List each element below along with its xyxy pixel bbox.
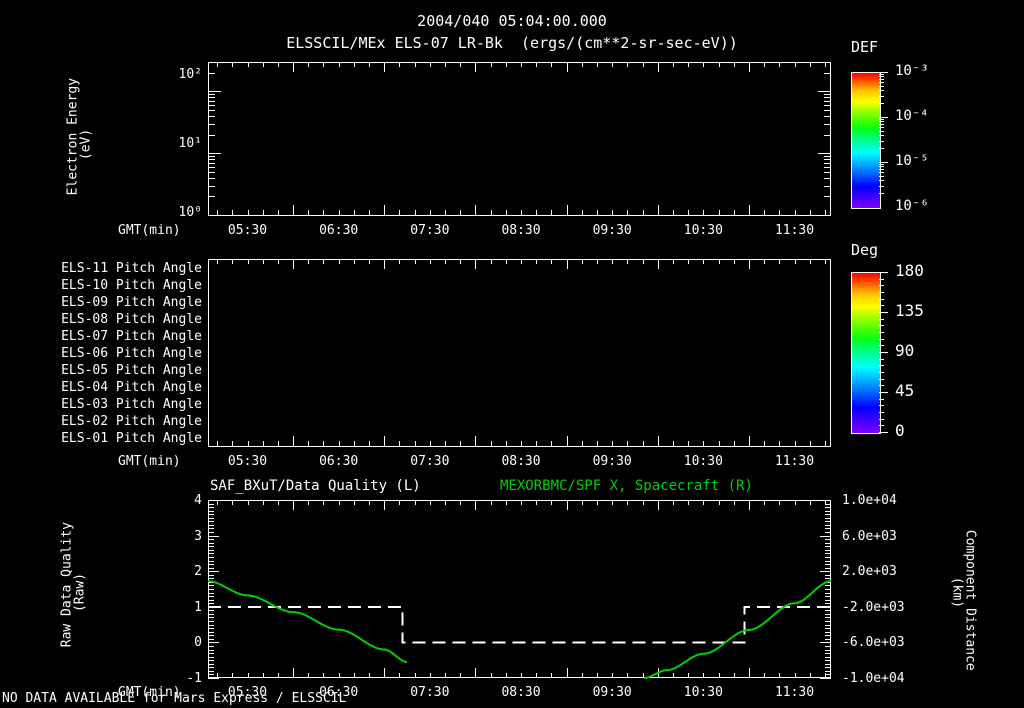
panel3-header-left: SAF_BXuT/Data Quality (L) [210, 478, 421, 494]
panel1-y-axis-title: Electron Energy (eV) [53, 59, 94, 229]
panel-electron-energy-plot[interactable] [208, 62, 831, 216]
panel3-right-y-axis-title-text: Component Distance (km) [949, 529, 978, 671]
colorbar2-title: Deg [851, 241, 879, 259]
panel2-xaxis-title: GMT(min) [118, 454, 181, 469]
panel1-y-axis-title-text: Electron Energy (eV) [65, 77, 94, 196]
xtick-label: 05:30 [227, 223, 268, 238]
xtick-label: 05:30 [227, 454, 268, 469]
colorbar1-tick-label: 10⁻³ [895, 63, 929, 79]
xtick-label: 09:30 [592, 454, 632, 469]
xtick-label: 06:30 [319, 223, 359, 238]
pitch-angle-row-label: ELS-03 Pitch Angle [61, 397, 202, 412]
xtick-label: 07:30 [410, 454, 450, 469]
spacecraft-x-distance-line-1 [207, 580, 408, 663]
xtick-label: 08:30 [501, 223, 541, 238]
panel3-xaxis-title: GMT(min) [118, 685, 181, 700]
panel3-header-right: MEXORBMC/SPF X, Spacecraft (R) [500, 478, 753, 494]
colorbar1-tick-label: 10⁻⁵ [895, 153, 929, 169]
page-title-datetime: 2004/040 05:04:00.000 [417, 12, 607, 30]
xtick-label: 08:30 [501, 685, 541, 700]
colorbar2-tick-label: 135 [895, 301, 924, 320]
panel1-ytick-1: 10¹ [178, 136, 202, 151]
pitch-angle-row-label: ELS-01 Pitch Angle [61, 431, 202, 446]
data-quality-dashed-line [208, 605, 831, 644]
colorbar1-gradient[interactable] [851, 72, 881, 209]
panel3-left-ytick-label: 3 [194, 528, 202, 544]
xtick-label: 07:30 [410, 685, 450, 700]
panel3-right-y-axis-title: Component Distance (km) [949, 497, 991, 687]
colorbar2-tick-label: 90 [895, 341, 915, 360]
xtick-label: 11:30 [774, 685, 815, 700]
colorbar1-tick-label: 10⁻⁴ [895, 108, 929, 124]
panel3-right-ytick-label: 6.0e+03 [842, 528, 897, 544]
panel3-data-series [207, 580, 832, 679]
panel-pitch-angle-plot[interactable] [208, 259, 831, 447]
colorbar2-gradient[interactable] [851, 272, 881, 434]
panel3-right-ytick-label: 2.0e+03 [842, 564, 897, 580]
panel3-left-y-axis-title: Raw Data Quality (Raw) [47, 497, 88, 687]
panel-data-quality-plot[interactable] [208, 500, 831, 678]
xtick-label: 08:30 [501, 454, 541, 469]
colorbar2-tick-label: 0 [895, 421, 905, 440]
colorbar2-ticks [879, 272, 888, 433]
spacecraft-x-distance-line-2 [644, 580, 832, 679]
panel3-right-ytick-label: 1.0e+04 [842, 493, 897, 508]
colorbar1-title: DEF [851, 38, 879, 56]
xtick-label: 09:30 [592, 223, 632, 238]
xtick-label: 06:30 [319, 454, 359, 469]
pitch-angle-row-label: ELS-07 Pitch Angle [61, 329, 202, 344]
xtick-label: 10:30 [683, 454, 723, 469]
xtick-label: 09:30 [592, 685, 632, 700]
panel3-left-ytick-label: 4 [194, 493, 202, 508]
pitch-angle-row-label: ELS-04 Pitch Angle [61, 380, 202, 395]
pitch-angle-row-label: ELS-09 Pitch Angle [61, 295, 202, 310]
xtick-label: 10:30 [683, 685, 723, 700]
panel3-right-ytick-label: -1.0e+04 [842, 671, 905, 686]
pitch-angle-row-label: ELS-06 Pitch Angle [61, 346, 202, 361]
panel3-left-ytick-label: -1 [186, 671, 202, 686]
pitch-angle-row-label: ELS-05 Pitch Angle [61, 363, 202, 378]
colorbar1-tick-label: 10⁻⁶ [895, 198, 929, 214]
colorbar2-tick-label: 180 [895, 261, 924, 280]
panel3-left-ytick-label: 1 [194, 599, 202, 615]
panel1-xaxis-title: GMT(min) [118, 223, 181, 238]
panel3-right-ytick-label: -2.0e+03 [842, 599, 905, 615]
xtick-label: 07:30 [410, 223, 450, 238]
panel1-ytick-0: 10⁰ [178, 205, 202, 220]
colorbar2-tick-label: 45 [895, 381, 915, 400]
no-data-status-message: NO DATA AVAILABLE for Mars Express / ELS… [2, 691, 347, 706]
panel3-left-y-axis-title-text: Raw Data Quality (Raw) [59, 522, 88, 648]
xtick-label: 10:30 [683, 223, 723, 238]
pitch-angle-row-label: ELS-02 Pitch Angle [61, 414, 202, 429]
page-title-dataset: ELSSCIL/MEx ELS-07 LR-Bk (ergs/(cm**2-sr… [286, 34, 738, 52]
panel3-left-ytick-label: 2 [194, 564, 202, 580]
panel3-right-ytick-label: -6.0e+03 [842, 635, 905, 651]
xtick-label: 06:30 [319, 685, 359, 700]
panel1-ytick-2: 10² [178, 67, 202, 82]
pitch-angle-row-label: ELS-11 Pitch Angle [61, 261, 202, 276]
xtick-label: 11:30 [774, 223, 815, 238]
colorbar2-gradient-fill [852, 273, 880, 433]
colorbar1-gradient-fill [852, 73, 880, 208]
xtick-label: 05:30 [227, 685, 268, 700]
colorbar1-ticks [879, 72, 888, 194]
xtick-label: 11:30 [774, 454, 815, 469]
panel3-left-ytick-label: 0 [194, 635, 202, 651]
pitch-angle-row-label: ELS-08 Pitch Angle [61, 312, 202, 327]
pitch-angle-row-label: ELS-10 Pitch Angle [61, 278, 202, 293]
